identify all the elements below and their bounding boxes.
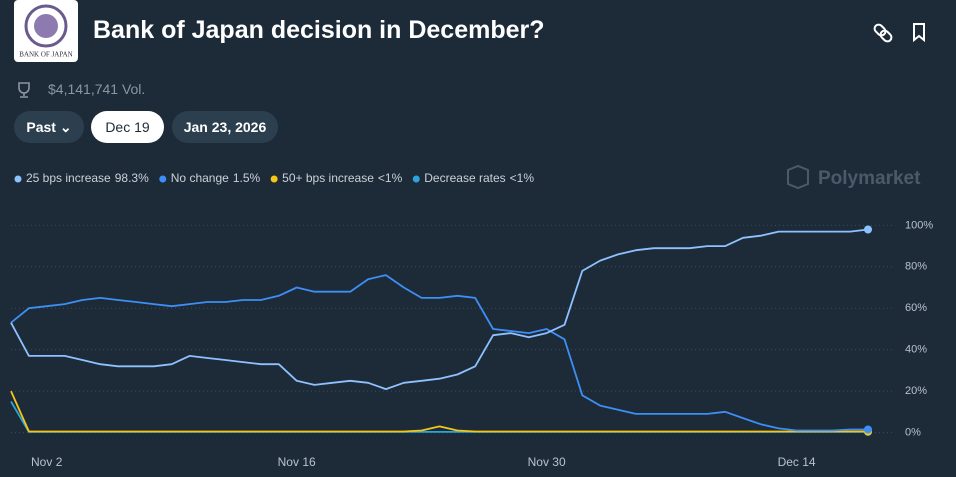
logo-text: BANK OF JAPAN	[19, 51, 72, 59]
series-line	[10, 228, 869, 390]
y-tick-label: 20%	[905, 385, 927, 397]
y-tick-label: 0%	[905, 426, 921, 438]
y-tick-label: 40%	[905, 344, 927, 356]
y-tick-label: 60%	[905, 302, 927, 314]
title: Bank of Japan decision in December?	[93, 16, 545, 44]
legend-dot	[14, 175, 22, 183]
x-tick-label: Dec 14	[778, 455, 816, 469]
legend-value: <1%	[378, 171, 403, 185]
legend-dot	[159, 175, 167, 183]
legend-value: <1%	[510, 171, 535, 185]
date-button[interactable]: Dec 19	[91, 111, 164, 143]
series-line	[10, 390, 868, 433]
legend-name: 50+ bps increase	[282, 171, 374, 185]
legend-name: Decrease rates	[424, 171, 505, 185]
y-tick-label: 80%	[905, 261, 927, 273]
legend-value: 98.3%	[115, 171, 149, 185]
x-tick-label: Nov 30	[528, 455, 566, 469]
y-tick-label: 100%	[905, 219, 933, 231]
x-tick-label: Nov 2	[31, 455, 63, 469]
watermark: Polymarket	[818, 168, 921, 189]
link-icon[interactable]	[873, 23, 893, 43]
end-dot	[864, 425, 872, 434]
legend-dot	[270, 175, 278, 183]
logo-art: BANK OF JAPAN	[19, 4, 73, 59]
trophy-icon	[18, 82, 30, 98]
watermark-icon	[787, 164, 809, 190]
bookmark-icon[interactable]	[913, 23, 925, 43]
logo: BANK OF JAPAN	[14, 0, 78, 62]
legend-value: 1.5%	[233, 171, 261, 185]
end-dot	[864, 225, 872, 234]
header-icons	[873, 23, 925, 43]
date-button[interactable]: Jan 23, 2026	[172, 111, 278, 143]
legend-name: No change	[171, 171, 229, 185]
volume: $4,141,741 Vol.	[48, 81, 146, 97]
legend-dot	[412, 175, 420, 183]
range-button[interactable]: Past ⌄	[14, 111, 84, 143]
series-line	[10, 274, 868, 432]
button-label: Past	[26, 119, 56, 135]
x-tick-label: Nov 16	[278, 455, 316, 469]
legend-name: 25 bps increase	[26, 171, 111, 185]
chart: Polymarket 0% 20% 40% 60% 80% 100% Nov 2 Nov 16…	[10, 164, 933, 469]
